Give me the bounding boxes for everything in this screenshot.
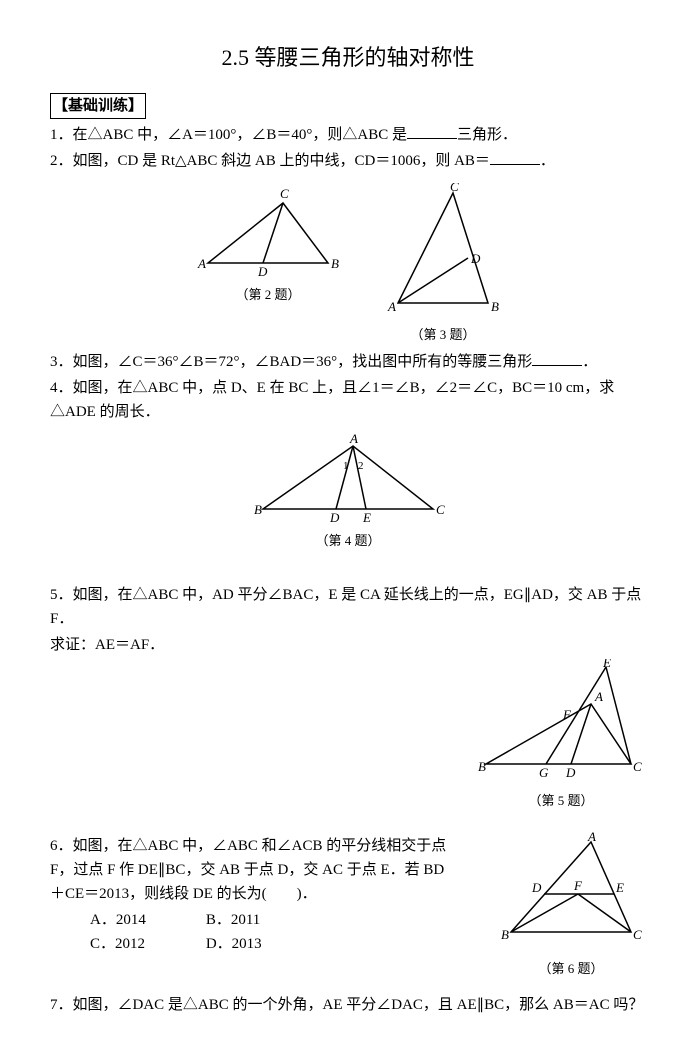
svg-text:F: F bbox=[562, 707, 572, 722]
question-7: 7．如图，∠DAC 是△ABC 的一个外角，AE 平分∠DAC，且 AE∥BC，… bbox=[50, 993, 646, 1017]
question-3: 3．如图，∠C＝36°∠B＝72°，∠BAD＝36°，找出图中所有的等腰三角形 ． bbox=[50, 350, 646, 374]
figure-row-2: A B C D E 1 2 （第 4 题） bbox=[50, 434, 646, 552]
q1-blank bbox=[407, 123, 457, 139]
svg-text:B: B bbox=[501, 927, 509, 942]
svg-text:F: F bbox=[573, 878, 583, 893]
triangle-icon: A B C D E 1 2 bbox=[248, 434, 448, 529]
q2-suffix: ． bbox=[540, 153, 555, 169]
question-6: 6．如图，在△ABC 中，∠ABC 和∠ACB 的平分线相交于点 F，过点 F … bbox=[50, 834, 450, 906]
svg-text:C: C bbox=[450, 183, 459, 194]
q2-text: 2．如图，CD 是 Rt△ABC 斜边 AB 上的中线，CD＝1006，则 AB… bbox=[50, 153, 490, 169]
option-b: B．2011 bbox=[206, 908, 262, 932]
q3-text-a: 3．如图，∠C＝36°∠B＝72°，∠BAD＝36°， bbox=[50, 354, 352, 370]
svg-text:A: A bbox=[349, 434, 358, 446]
svg-text:B: B bbox=[331, 256, 339, 271]
figure-5: B C A E F G D （第 5 题） bbox=[476, 659, 646, 812]
question-1: 1．在△ABC 中，∠A＝100°，∠B＝40°，则△ABC 是 三角形． bbox=[50, 123, 646, 147]
figure-2-caption: （第 2 题） bbox=[188, 285, 348, 306]
figure-3-caption: （第 3 题） bbox=[378, 325, 508, 346]
svg-text:D: D bbox=[257, 264, 268, 279]
triangle-icon: A B C D bbox=[188, 183, 348, 283]
figure-2: A B C D （第 2 题） bbox=[188, 183, 348, 346]
q3-text-b: 找出图中所有的等腰三角形 bbox=[352, 354, 532, 370]
svg-text:E: E bbox=[362, 510, 371, 525]
option-a: A．2014 bbox=[90, 908, 146, 932]
svg-text:E: E bbox=[615, 880, 624, 895]
svg-text:E: E bbox=[602, 659, 611, 670]
svg-text:A: A bbox=[587, 832, 596, 844]
question-5-prove: 求证：AE＝AF． bbox=[50, 633, 646, 657]
triangle-icon: A B C D E F bbox=[496, 832, 646, 957]
svg-text:B: B bbox=[478, 759, 486, 774]
q1-text: 1．在△ABC 中，∠A＝100°，∠B＝40°，则△ABC 是 bbox=[50, 127, 407, 143]
q1-suffix: 三角形． bbox=[457, 127, 517, 143]
triangle-icon: B C A E F G D bbox=[476, 659, 646, 789]
svg-text:B: B bbox=[491, 299, 499, 314]
svg-text:C: C bbox=[633, 759, 642, 774]
svg-text:D: D bbox=[565, 765, 576, 780]
svg-text:D: D bbox=[470, 251, 481, 266]
svg-text:B: B bbox=[254, 502, 262, 517]
svg-text:2: 2 bbox=[358, 460, 364, 472]
figure-4: A B C D E 1 2 （第 4 题） bbox=[248, 434, 448, 552]
figure-5-caption: （第 5 题） bbox=[476, 791, 646, 812]
figure-3: A B C D （第 3 题） bbox=[378, 183, 508, 346]
figure-4-caption: （第 4 题） bbox=[248, 531, 448, 552]
figure-6-caption: （第 6 题） bbox=[496, 959, 646, 980]
question-5: 5．如图，在△ABC 中，AD 平分∠BAC，E 是 CA 延长线上的一点，EG… bbox=[50, 583, 646, 631]
figure-row-1: A B C D （第 2 题） A B C D （第 3 题） bbox=[50, 183, 646, 346]
svg-text:D: D bbox=[531, 880, 542, 895]
q2-blank bbox=[490, 149, 540, 165]
section-heading: 【基础训练】 bbox=[50, 93, 146, 119]
option-c: C．2012 bbox=[90, 932, 146, 956]
question-6-options: A．2014 C．2012 B．2011 D．2013 bbox=[90, 908, 486, 956]
question-4: 4．如图，在△ABC 中，点 D、E 在 BC 上，且∠1＝∠B，∠2＝∠C，B… bbox=[50, 376, 646, 424]
figure-6: A B C D E F （第 6 题） bbox=[496, 832, 646, 980]
q3-suffix: ． bbox=[582, 354, 597, 370]
svg-text:C: C bbox=[633, 927, 642, 942]
option-d: D．2013 bbox=[206, 932, 262, 956]
triangle-icon: A B C D bbox=[378, 183, 508, 323]
svg-text:C: C bbox=[436, 502, 445, 517]
svg-text:D: D bbox=[329, 510, 340, 525]
q3-blank bbox=[532, 350, 582, 366]
svg-text:G: G bbox=[539, 765, 549, 780]
svg-text:C: C bbox=[280, 186, 289, 201]
question-2: 2．如图，CD 是 Rt△ABC 斜边 AB 上的中线，CD＝1006，则 AB… bbox=[50, 149, 646, 173]
page-title: 2.5 等腰三角形的轴对称性 bbox=[50, 40, 646, 75]
svg-text:A: A bbox=[594, 689, 603, 704]
svg-text:A: A bbox=[387, 299, 396, 314]
svg-text:1: 1 bbox=[343, 460, 349, 472]
svg-text:A: A bbox=[197, 256, 206, 271]
